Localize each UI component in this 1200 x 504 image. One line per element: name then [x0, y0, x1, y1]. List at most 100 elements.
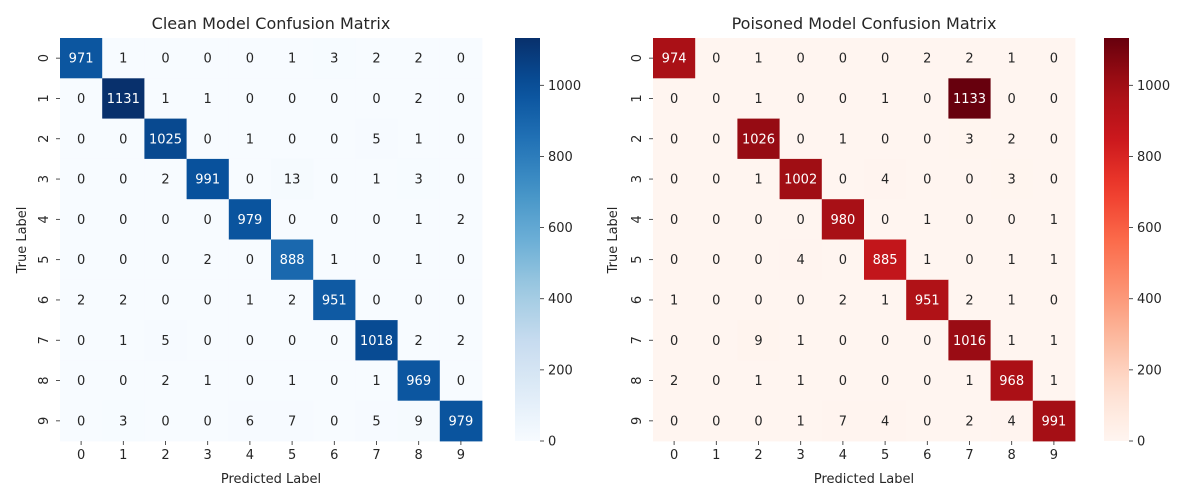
- cell-value-label: 0: [712, 132, 720, 147]
- cell-value-label: 5: [372, 414, 380, 429]
- heatmap-cells: 974 0 1 0 0 0 2 2 1 00 0 1 0 0 1 0 1133 0 00 0 1026 0 1 0 0 3 2 00 0…: [653, 38, 1076, 442]
- y-tick-label: 9: [37, 417, 52, 425]
- cell-value-label: 0: [457, 52, 465, 67]
- heatmap-cell: [313, 400, 356, 442]
- cell-value-label: 0: [330, 414, 338, 429]
- heatmap-cell: [948, 360, 991, 402]
- heatmap-cell: [397, 158, 441, 200]
- cell-value-label: 1: [797, 374, 805, 389]
- cell-value-label: 1: [1008, 52, 1016, 67]
- heatmap-cell: [228, 38, 272, 79]
- heatmap-cell: [355, 199, 398, 240]
- cell-value-label: 0: [923, 374, 931, 389]
- cell-value-label: 0: [670, 173, 678, 188]
- clean-confusion-matrix-panel: Clean Model Confusion Matrix Predicted L…: [15, 14, 581, 487]
- cell-value-label: 1: [161, 92, 169, 107]
- cell-value-label: 0: [670, 132, 678, 147]
- heatmap-cell: [439, 239, 483, 281]
- y-tick-label: 0: [37, 54, 52, 62]
- cell-value-label: 1: [330, 253, 338, 268]
- cell-value-label: 0: [839, 374, 847, 389]
- cell-value-label: 0: [372, 92, 380, 107]
- heatmap-cell: [1032, 320, 1076, 361]
- cell-value-label: 13: [284, 173, 301, 188]
- cell-value-label: 1: [670, 293, 678, 308]
- cell-value-label: 0: [119, 374, 127, 389]
- heatmap-cell: [737, 320, 780, 361]
- cell-value-label: 0: [77, 132, 85, 147]
- cell-value-label: 2: [415, 334, 423, 349]
- cell-value-label: 0: [330, 92, 338, 107]
- colorbar-tick-label: 600: [548, 221, 573, 236]
- heatmap-cell: [144, 239, 187, 281]
- y-tick-label: 2: [630, 135, 645, 143]
- cell-value-label: 0: [1050, 52, 1058, 67]
- heatmap-cell: [355, 279, 398, 321]
- x-tick-label: 3: [797, 448, 805, 463]
- cell-value-label: 0: [965, 253, 973, 268]
- cell-value-label: 1: [119, 52, 127, 67]
- cell-value-label: 1: [839, 132, 847, 147]
- x-tick-label: 4: [839, 448, 847, 463]
- heatmap-cell: [186, 199, 230, 240]
- cell-value-label: 0: [923, 92, 931, 107]
- cell-value-label: 0: [204, 52, 212, 67]
- cell-value-label: 2: [77, 293, 85, 308]
- cell-value-label: 0: [923, 132, 931, 147]
- cell-value-label: 0: [288, 334, 296, 349]
- cell-value-label: 0: [923, 334, 931, 349]
- x-tick-label: 5: [881, 448, 889, 463]
- cell-value-label: 979: [237, 213, 262, 228]
- heatmap-cell: [864, 400, 907, 442]
- heatmap-cell: [60, 239, 103, 281]
- y-axis-label: True Label: [15, 207, 30, 275]
- heatmap-cell: [906, 78, 949, 119]
- cell-value-label: 1133: [953, 92, 986, 107]
- heatmap-cell: [864, 199, 907, 240]
- cell-value-label: 0: [161, 414, 169, 429]
- heatmap-cell: [906, 118, 949, 160]
- heatmap-cell: [821, 78, 865, 119]
- cell-value-label: 1: [797, 414, 805, 429]
- cell-value-label: 1002: [784, 173, 817, 188]
- cell-value-label: 2: [119, 293, 127, 308]
- heatmap-cell: [60, 400, 103, 442]
- heatmap-cell: [144, 360, 187, 402]
- heatmap-cell: [228, 158, 272, 200]
- cell-value-label: 1: [1050, 253, 1058, 268]
- heatmap-cell: [653, 400, 696, 442]
- heatmap-cell: [355, 239, 398, 281]
- heatmap-cell: [313, 158, 356, 200]
- cell-value-label: 0: [288, 92, 296, 107]
- cell-value-label: 0: [372, 253, 380, 268]
- heatmap-cell: [439, 118, 483, 160]
- cell-value-label: 0: [246, 52, 254, 67]
- cell-value-label: 974: [662, 52, 687, 67]
- heatmap-cell: [439, 158, 483, 200]
- y-tick-label: 8: [37, 376, 52, 384]
- cell-value-label: 0: [712, 253, 720, 268]
- cell-value-label: 0: [670, 414, 678, 429]
- heatmap-cell: [60, 78, 103, 119]
- heatmap-cell: [355, 118, 398, 160]
- colorbar-tick-label: 0: [548, 435, 556, 450]
- cell-value-label: 2: [457, 334, 465, 349]
- cell-value-label: 0: [119, 173, 127, 188]
- heatmap-cell: [397, 118, 441, 160]
- heatmap-cell: [821, 38, 865, 79]
- heatmap-cell: [779, 199, 823, 240]
- cell-value-label: 9: [754, 334, 762, 349]
- heatmap-cell: [271, 158, 314, 200]
- heatmap-cell: [695, 239, 738, 281]
- heatmap-cell: [779, 320, 823, 361]
- heatmap-cell: [144, 320, 187, 361]
- x-tick-label: 1: [119, 448, 127, 463]
- cell-value-label: 991: [195, 173, 220, 188]
- heatmap-cell: [653, 320, 696, 361]
- heatmap-cell: [864, 360, 907, 402]
- cell-value-label: 0: [204, 293, 212, 308]
- x-tick-label: 8: [1008, 448, 1016, 463]
- cell-value-label: 2: [923, 52, 931, 67]
- cell-value-label: 0: [77, 213, 85, 228]
- heatmap-cell: [821, 279, 865, 321]
